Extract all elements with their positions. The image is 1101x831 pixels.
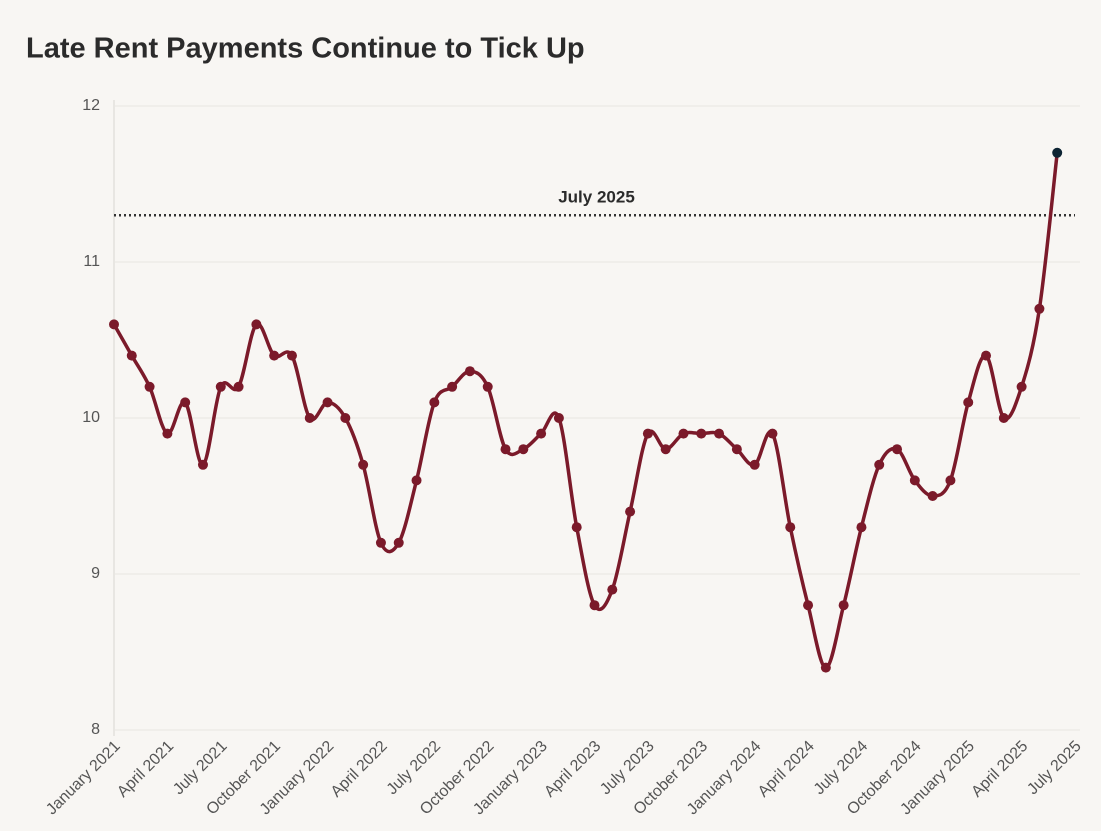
marker <box>998 413 1009 423</box>
x-tick-label: January 2021 <box>43 738 124 819</box>
x-tick-label: April 2021 <box>114 738 177 801</box>
x-tick-label: April 2022 <box>328 738 391 801</box>
chart-title: Late Rent Payments Continue to Tick Up <box>26 33 585 65</box>
marker <box>162 428 173 439</box>
marker <box>109 319 119 330</box>
marker <box>358 459 369 470</box>
marker <box>197 459 208 470</box>
x-tick-label: April 2025 <box>968 738 1031 801</box>
marker <box>589 600 600 611</box>
marker <box>696 428 707 439</box>
marker <box>820 662 831 673</box>
marker <box>607 584 618 595</box>
marker <box>553 413 564 423</box>
marker <box>714 428 725 439</box>
x-tick-label: July 2025 <box>1024 738 1085 799</box>
marker <box>571 522 582 533</box>
marker <box>981 350 992 361</box>
marker <box>945 475 956 486</box>
marker <box>1052 147 1063 158</box>
marker <box>518 444 529 455</box>
marker <box>393 537 404 548</box>
marker <box>927 491 938 501</box>
marker <box>838 600 849 611</box>
y-tick-label: 11 <box>83 253 100 270</box>
marker <box>304 413 315 423</box>
marker <box>749 459 760 470</box>
marker <box>892 444 903 455</box>
marker <box>678 428 689 439</box>
marker <box>286 350 297 361</box>
x-tick-label: April 2023 <box>541 738 604 801</box>
marker <box>411 475 422 486</box>
marker <box>963 397 974 408</box>
marker <box>233 381 244 392</box>
marker <box>767 428 778 439</box>
marker <box>909 475 920 486</box>
marker <box>803 600 814 611</box>
marker <box>251 319 262 330</box>
marker <box>375 537 386 548</box>
marker <box>536 428 547 439</box>
marker <box>429 397 440 408</box>
y-tick-label: 8 <box>91 721 100 738</box>
marker <box>126 350 137 361</box>
marker <box>500 444 511 455</box>
marker <box>731 444 742 455</box>
marker <box>625 506 636 517</box>
annotation-label: July 2025 <box>558 188 635 207</box>
marker <box>785 522 796 533</box>
marker <box>660 444 671 455</box>
marker <box>464 366 475 377</box>
marker <box>215 381 226 392</box>
y-tick-label: 9 <box>91 565 100 582</box>
line <box>112 152 1059 670</box>
marker <box>1034 303 1045 314</box>
x-tick-label: April 2024 <box>755 738 818 801</box>
y-tick-label: 12 <box>82 97 100 114</box>
marker <box>482 381 493 392</box>
marker <box>856 522 867 533</box>
marker <box>340 413 351 423</box>
y-tick-label: 10 <box>82 409 100 426</box>
marker <box>447 381 458 392</box>
marker <box>642 428 653 439</box>
marker <box>269 350 280 361</box>
marker <box>874 459 885 470</box>
marker <box>322 397 333 408</box>
marker <box>1016 381 1027 392</box>
marker <box>180 397 191 408</box>
marker <box>144 381 155 392</box>
